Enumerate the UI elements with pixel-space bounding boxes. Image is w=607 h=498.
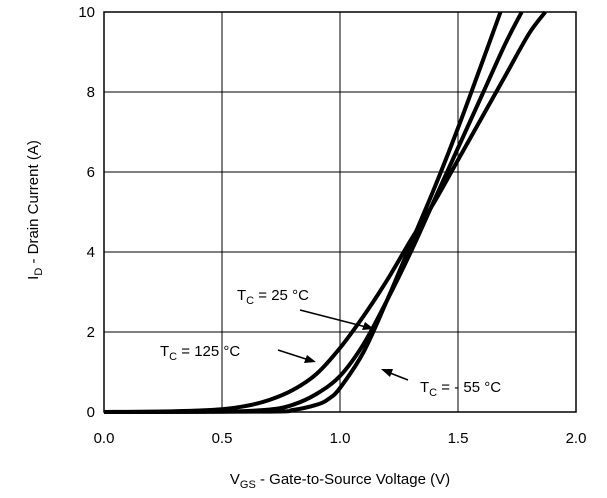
y-axis-label-sub: D bbox=[33, 268, 45, 276]
annotation-tc-25-leader bbox=[299, 309, 371, 329]
plot-frame bbox=[103, 11, 577, 413]
x-axis-label-rest: - Gate-to-Source Voltage (V) bbox=[256, 471, 450, 488]
annotation-tc-minus-55-arrowhead bbox=[381, 369, 393, 377]
annotation-tc-125-main: T bbox=[160, 343, 169, 360]
annotation-tc-25-sub: C bbox=[246, 295, 254, 307]
x-tick-label: 1.5 bbox=[448, 430, 469, 447]
y-axis-label-main: I bbox=[25, 276, 42, 280]
x-axis-label-sub: GS bbox=[240, 479, 256, 491]
y-tick-label: 2 bbox=[87, 324, 95, 341]
x-axis-label: VGS - Gate-to-Source Voltage (V) bbox=[230, 471, 450, 491]
annotation-tc-25-arrowhead bbox=[362, 322, 374, 330]
series-line-tc-125 bbox=[103, 10, 547, 414]
x-tick-label: 0.0 bbox=[94, 430, 115, 447]
x-tick-label: 2.0 bbox=[566, 430, 587, 447]
annotation-tc-25: TC = 25 °C bbox=[237, 287, 374, 330]
annotation-tc-minus-55-main: T bbox=[420, 379, 429, 396]
x-tick-label: 0.5 bbox=[212, 430, 233, 447]
y-tick-label: 0 bbox=[87, 404, 95, 421]
annotation-tc-minus-55-sub: C bbox=[429, 387, 437, 399]
y-axis-label-rest: - Drain Current (A) bbox=[25, 140, 42, 268]
annotation-tc-125-sub: C bbox=[169, 351, 177, 363]
annotation-tc-minus-55-label: TC = - 55 °C bbox=[420, 379, 501, 399]
annotation-tc-25-rest: = 25 °C bbox=[254, 287, 309, 304]
annotation-tc-minus-55: TC = - 55 °C bbox=[381, 369, 501, 399]
tick-labels: 0.0 0.5 1.0 1.5 2.0 0 2 4 6 8 10 bbox=[78, 4, 586, 447]
y-tick-label: 4 bbox=[87, 244, 95, 261]
annotation-tc-125-arrowhead bbox=[304, 355, 316, 363]
x-axis-label-main: V bbox=[230, 471, 240, 488]
x-tick-label: 1.0 bbox=[330, 430, 351, 447]
y-tick-label: 6 bbox=[87, 164, 95, 181]
annotation-tc-125: TC = 125 °C bbox=[160, 343, 316, 363]
annotation-tc-125-label: TC = 125 °C bbox=[160, 343, 240, 363]
series-line-tc-minus-55 bbox=[103, 11, 503, 414]
series-lines bbox=[103, 10, 547, 414]
y-axis-label: ID - Drain Current (A) bbox=[25, 140, 45, 280]
annotation-tc-25-main: T bbox=[237, 287, 246, 304]
annotation-tc-125-rest: = 125 °C bbox=[177, 343, 240, 360]
annotation-tc-minus-55-rest: = - 55 °C bbox=[437, 379, 501, 396]
annotation-tc-25-label: TC = 25 °C bbox=[237, 287, 309, 307]
y-tick-label: 10 bbox=[78, 4, 95, 21]
y-tick-label: 8 bbox=[87, 84, 95, 101]
